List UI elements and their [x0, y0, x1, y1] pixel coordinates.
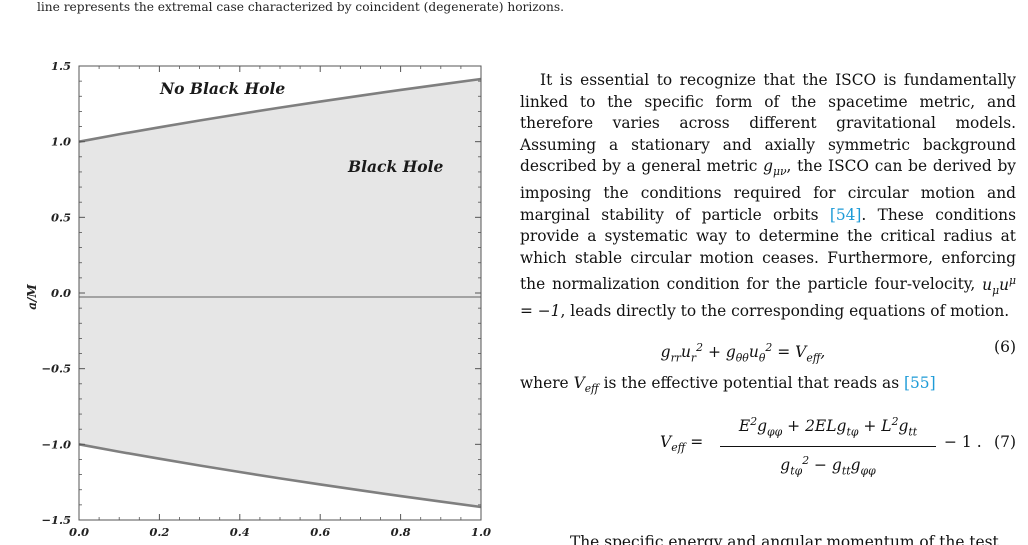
- para1-text-a: It is essential to recognize that the IS…: [520, 71, 1016, 176]
- equation-7-number: (7): [994, 433, 1016, 452]
- equation-7: Veff = E2gφφ + 2ELgtφ + L2gtt gtφ2 − gtt…: [520, 407, 1016, 479]
- metric-sub: μν: [772, 165, 787, 179]
- lower-extremal-curve: [78, 443, 482, 509]
- equation-7-fraction: E2gφφ + 2ELgtφ + L2gtt gtφ2 − gttgφφ: [720, 411, 936, 482]
- black-hole-region: [79, 79, 481, 507]
- body-text-column: It is essential to recognize that the IS…: [520, 70, 1016, 479]
- para1-text-d: , leads directly to the corresponding eq…: [560, 302, 1010, 321]
- x-tick-label: 0.6: [310, 525, 330, 539]
- y-tick-label: −1.0: [41, 437, 71, 451]
- equation-6-number: (6): [994, 337, 1016, 356]
- citation-55[interactable]: [55]: [903, 373, 936, 392]
- y-tick-label: 0.0: [51, 286, 71, 300]
- y-tick-label: −0.5: [41, 362, 71, 376]
- equation-6-body: grrur2 + gθθuθ2 = Veff,: [660, 340, 826, 365]
- metric-g: g: [763, 157, 773, 176]
- para2-text-b: is the effective potential that reads as: [598, 373, 904, 392]
- metric-symbol: gμν: [763, 157, 787, 179]
- equation-7-numerator: E2gφφ + 2ELgtφ + L2gtt: [720, 411, 936, 448]
- figure-parameter-space: 0.0 0.2 0.4 0.6 0.8 1.0 1.5 1.0 0.5 0.0 −0.5 −1.0 −1…: [0, 40, 500, 545]
- equation-7-denominator: gtφ2 − gttgφφ: [780, 454, 876, 478]
- para1-text-b: , the ISCO can be derived by imposing th…: [520, 157, 1017, 224]
- equation-7-tail: − 1 .: [944, 433, 982, 452]
- para1-text-c: . These conditions provide a systematic …: [520, 205, 1016, 294]
- normalization-condition: uμuμ = −1: [520, 273, 1016, 321]
- upper-extremal-curve: [78, 77, 482, 143]
- chart-svg: 0.0 0.2 0.4 0.6 0.8 1.0 1.5 1.0 0.5 0.0 −0.5 −1.0 −1…: [25, 59, 491, 545]
- veff-symbol: Veff: [573, 373, 599, 395]
- x-tick-label: 0.2: [149, 525, 169, 539]
- y-axis-title: a/M: [25, 284, 39, 310]
- x-tick-label: 0.4: [230, 525, 250, 539]
- label-no-black-hole: No Black Hole: [159, 79, 285, 98]
- y-tick-label: −1.5: [41, 513, 71, 527]
- y-tick-label: 0.5: [51, 210, 71, 224]
- x-tick-label: 0.8: [391, 525, 411, 539]
- label-black-hole: Black Hole: [347, 157, 443, 176]
- figure-caption-tail: line represents the extremal case charac…: [37, 0, 564, 14]
- x-tick-label: 1.0: [471, 525, 491, 539]
- paragraph-isco: It is essential to recognize that the IS…: [520, 70, 1016, 323]
- paragraph-cut-line: The specific energy and angular momentum…: [570, 533, 999, 545]
- y-tick-label: 1.5: [51, 59, 71, 73]
- para2-text-a: where: [520, 373, 574, 392]
- citation-54[interactable]: [54]: [829, 205, 862, 224]
- paragraph-potential: where Veff is the effective potential th…: [520, 373, 1016, 400]
- x-tick-label: 0.0: [69, 525, 89, 539]
- equation-7-lhs: Veff =: [660, 433, 704, 455]
- equation-6: grrur2 + gθθuθ2 = Veff, (6): [520, 329, 1016, 373]
- y-tick-label: 1.0: [51, 135, 71, 149]
